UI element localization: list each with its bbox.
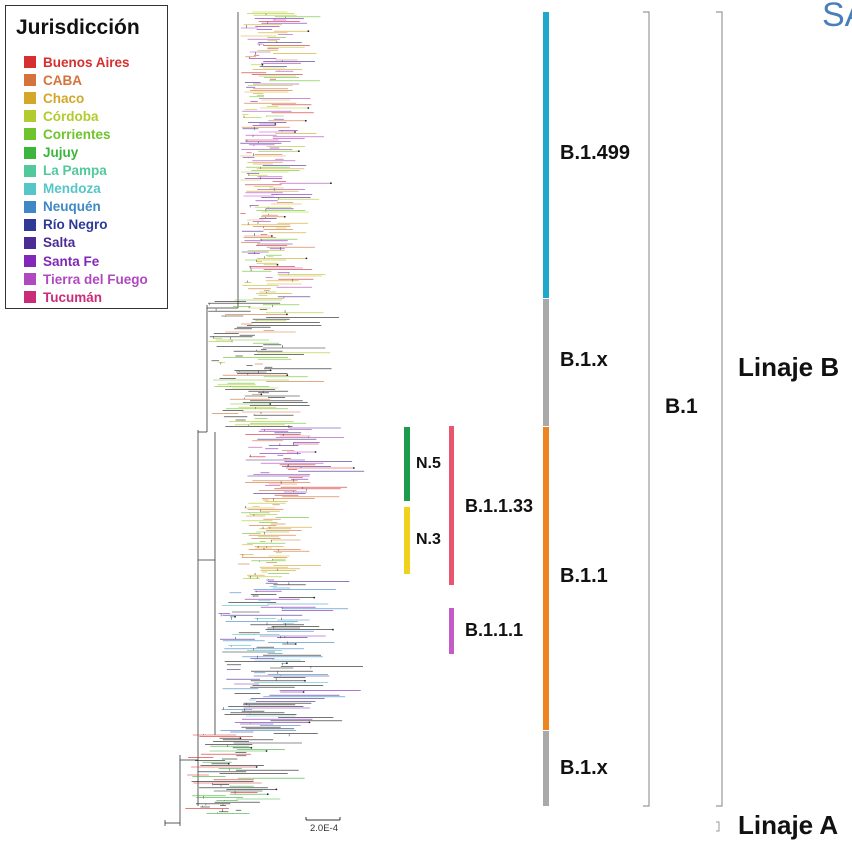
legend-item: Salta [24, 234, 148, 252]
legend-item: CABA [24, 71, 148, 89]
clade-bar-b1-1 [543, 427, 549, 730]
clade-bar-n5 [404, 427, 410, 501]
clade-bar-b1-1-33 [449, 426, 454, 585]
linaje-a-bracket [716, 821, 720, 832]
legend-item-label: Río Negro [43, 217, 108, 233]
clade-bar-b1x-upper [543, 299, 549, 426]
legend-item: Jujuy [24, 143, 148, 161]
label-b1-1: B.1.1 [560, 565, 608, 587]
clade-bar-b1-1-1 [449, 608, 454, 654]
legend-swatch [24, 146, 36, 159]
legend-item-label: Tierra del Fuego [43, 271, 148, 287]
legend-item: La Pampa [24, 162, 148, 180]
legend-swatch [24, 200, 36, 213]
legend: Jurisdicción Buenos Aires CABA Chaco Córdob… [5, 5, 168, 309]
legend-item: Buenos Aires [24, 53, 148, 71]
clade-bar-b1-499 [543, 12, 549, 298]
legend-item-label: Mendoza [43, 181, 101, 197]
legend-item-label: Chaco [43, 90, 85, 106]
legend-title: Jurisdicción [16, 16, 140, 39]
label-b1x-upper: B.1.x [560, 349, 608, 371]
legend-swatch [24, 56, 36, 69]
legend-swatch [24, 110, 36, 123]
legend-swatch [24, 164, 36, 177]
legend-item: Neuquén [24, 198, 148, 216]
label-b1-1-1: B.1.1.1 [465, 620, 524, 640]
b1-bracket [643, 11, 650, 807]
legend-item-label: Santa Fe [43, 253, 100, 269]
legend-items: Buenos Aires CABA Chaco Córdoba Corrientes Ju… [24, 53, 148, 306]
header-fragment: SA [822, 0, 852, 34]
legend-item-label: La Pampa [43, 163, 107, 179]
label-b1x-lower: B.1.x [560, 757, 608, 779]
legend-item: Córdoba [24, 107, 148, 125]
legend-swatch [24, 128, 36, 141]
legend-item-label: Jujuy [43, 145, 79, 161]
legend-item-label: Salta [43, 235, 76, 251]
legend-item: Santa Fe [24, 252, 148, 270]
label-linaje-b: Linaje B [738, 352, 840, 382]
clade-bar-n3 [404, 507, 410, 574]
legend-swatch [24, 291, 36, 304]
legend-item-label: Buenos Aires [43, 54, 130, 70]
label-b1-1-33: B.1.1.33 [465, 496, 534, 516]
label-n5: N.5 [416, 455, 441, 472]
legend-item-label: Corrientes [43, 126, 111, 142]
legend-swatch [24, 74, 36, 87]
legend-item: Corrientes [24, 125, 148, 143]
tree-branches [164, 11, 365, 826]
legend-item: Chaco [24, 89, 148, 107]
legend-swatch [24, 218, 36, 231]
legend-swatch [24, 92, 36, 105]
legend-swatch [24, 255, 36, 268]
label-linaje-a: Linaje A [738, 810, 839, 840]
legend-item: Tucumán [24, 288, 148, 306]
legend-item: Tierra del Fuego [24, 270, 148, 288]
legend-swatch [24, 273, 36, 286]
label-b1: B.1 [665, 395, 698, 418]
label-b1-499: B.1.499 [560, 142, 631, 164]
linaje-b-bracket [716, 11, 723, 807]
legend-swatch [24, 236, 36, 249]
legend-item: Río Negro [24, 216, 148, 234]
label-n3: N.3 [416, 531, 441, 548]
legend-swatch [24, 182, 36, 195]
legend-item: Mendoza [24, 180, 148, 198]
legend-item-label: Tucumán [43, 289, 103, 305]
legend-item-label: Neuquén [43, 199, 101, 215]
clade-bar-b1x-lower [543, 731, 549, 806]
legend-item-label: Córdoba [43, 108, 99, 124]
scale-bar-label: 2.0E-4 [310, 823, 338, 834]
legend-item-label: CABA [43, 72, 82, 88]
